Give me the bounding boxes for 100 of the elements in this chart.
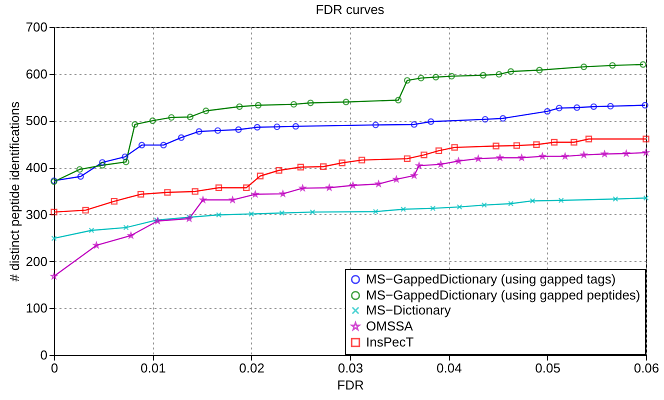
point bbox=[358, 156, 366, 164]
point bbox=[243, 184, 250, 192]
point bbox=[518, 154, 525, 161]
point bbox=[128, 232, 134, 238]
x-axis-title: FDR bbox=[337, 378, 364, 392]
x-tick-label: 0.02 bbox=[239, 360, 264, 376]
point bbox=[601, 150, 608, 157]
point bbox=[216, 212, 222, 218]
point bbox=[574, 104, 580, 111]
point bbox=[310, 209, 316, 215]
point bbox=[279, 210, 285, 216]
y-tick-label: 700 bbox=[26, 20, 48, 34]
point bbox=[539, 152, 546, 160]
point bbox=[254, 124, 261, 131]
point bbox=[123, 224, 129, 230]
point bbox=[375, 180, 382, 187]
point bbox=[122, 158, 130, 166]
point bbox=[235, 126, 242, 133]
point bbox=[372, 122, 379, 128]
point bbox=[482, 116, 489, 123]
point bbox=[186, 114, 194, 120]
point bbox=[132, 121, 138, 128]
point bbox=[214, 127, 222, 134]
point bbox=[642, 136, 650, 142]
point bbox=[276, 167, 282, 174]
point bbox=[202, 108, 210, 114]
point bbox=[430, 206, 436, 212]
point bbox=[404, 155, 411, 162]
point bbox=[438, 160, 444, 168]
x-tick-label: 0.05 bbox=[535, 360, 560, 376]
point bbox=[236, 103, 243, 110]
point bbox=[496, 70, 502, 78]
point bbox=[562, 152, 568, 160]
point bbox=[550, 138, 558, 146]
point bbox=[642, 149, 650, 156]
point bbox=[99, 162, 106, 169]
legend-label: MS−Dictionary bbox=[366, 302, 452, 318]
point bbox=[393, 176, 400, 182]
point bbox=[507, 68, 514, 75]
point bbox=[530, 198, 536, 204]
point bbox=[338, 160, 346, 166]
point bbox=[77, 173, 84, 180]
point bbox=[196, 128, 202, 135]
point bbox=[256, 172, 264, 180]
point bbox=[297, 164, 304, 170]
point bbox=[76, 166, 83, 173]
point bbox=[481, 202, 487, 208]
x-tick-label: 0 bbox=[50, 360, 58, 376]
point bbox=[138, 142, 146, 148]
point bbox=[99, 159, 106, 166]
point bbox=[50, 272, 58, 280]
point bbox=[609, 62, 616, 69]
point bbox=[455, 158, 462, 164]
point bbox=[480, 72, 487, 79]
point bbox=[410, 172, 418, 178]
y-axis-title: # distinct peptide identifications bbox=[6, 101, 22, 282]
point bbox=[500, 115, 506, 122]
point bbox=[137, 190, 144, 198]
point bbox=[536, 66, 543, 74]
point bbox=[558, 198, 564, 204]
point bbox=[372, 208, 378, 214]
point bbox=[492, 142, 500, 150]
point bbox=[280, 190, 286, 197]
point bbox=[252, 190, 258, 198]
point bbox=[570, 138, 578, 146]
legend-label: MS−GappedDictionary (using gapped tags) bbox=[366, 272, 616, 286]
y-tick-label: 400 bbox=[26, 160, 48, 176]
point bbox=[168, 114, 175, 121]
y-tick-label: 100 bbox=[26, 300, 48, 316]
y-tick-label: 200 bbox=[26, 254, 48, 269]
point bbox=[432, 74, 440, 80]
point bbox=[164, 189, 171, 196]
point bbox=[229, 196, 236, 203]
legend-label: InsPecT bbox=[366, 334, 414, 350]
point bbox=[400, 206, 406, 212]
point bbox=[607, 102, 614, 110]
x-tick-label: 0.06 bbox=[634, 360, 660, 376]
legend-label: OMSSA bbox=[366, 318, 414, 334]
point bbox=[292, 123, 300, 130]
point bbox=[274, 123, 280, 130]
point bbox=[326, 184, 332, 191]
x-tick-label: 0.04 bbox=[436, 360, 462, 376]
point bbox=[556, 104, 563, 112]
point bbox=[395, 96, 402, 104]
point bbox=[418, 74, 424, 82]
point bbox=[248, 211, 254, 217]
chart-title: FDR curves bbox=[316, 2, 385, 17]
point bbox=[496, 154, 504, 161]
point bbox=[416, 162, 422, 169]
point bbox=[110, 198, 118, 205]
point bbox=[420, 152, 428, 158]
point bbox=[585, 136, 592, 142]
point bbox=[160, 142, 167, 148]
point bbox=[533, 141, 540, 148]
y-tick-label: 500 bbox=[26, 113, 48, 128]
point bbox=[122, 153, 128, 160]
x-tick-label: 0.01 bbox=[140, 360, 166, 376]
point bbox=[88, 228, 94, 234]
y-tick-label: 600 bbox=[26, 66, 48, 82]
point bbox=[149, 117, 156, 124]
